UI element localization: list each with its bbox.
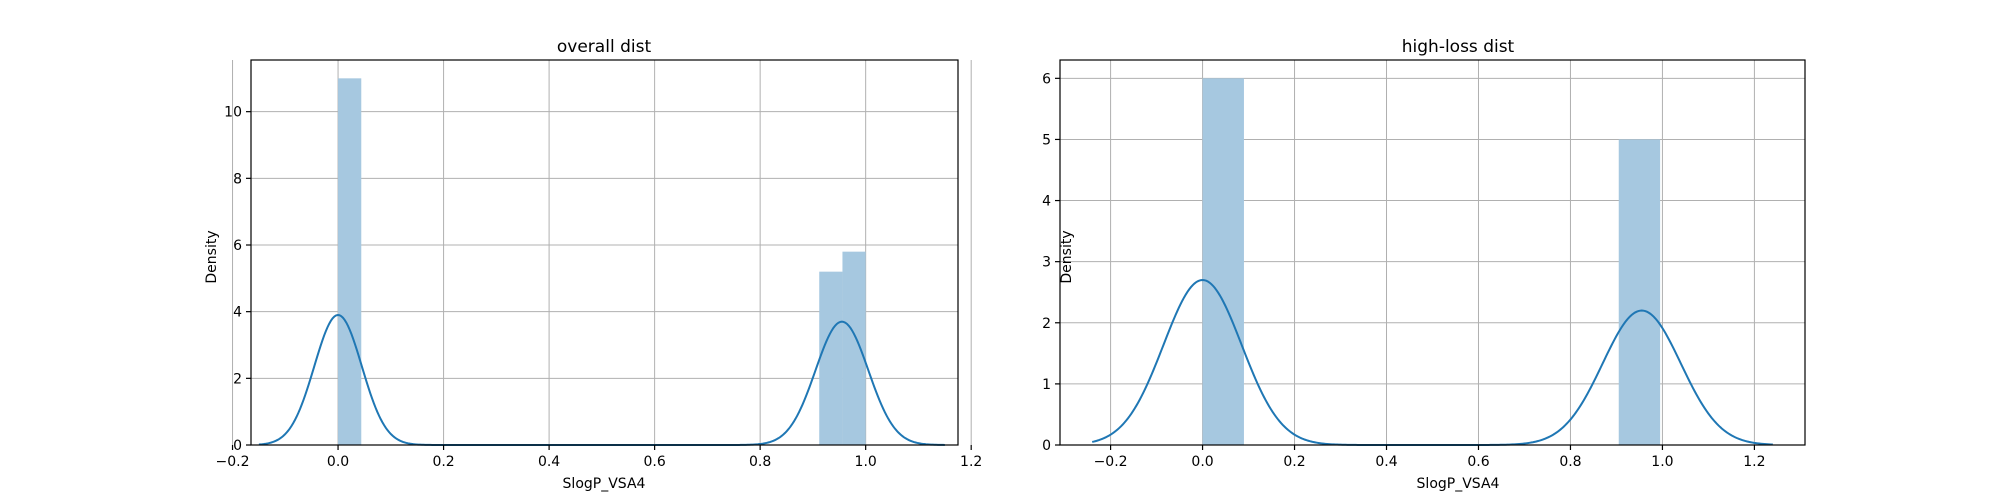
x-axis-label: SlogP_VSA4 [1417,476,1500,492]
histogram-bar [1618,139,1661,445]
x-tick-label: 1.0 [1651,454,1673,470]
x-tick-label: 1.2 [1743,454,1765,470]
x-tick-label: 0.4 [538,454,560,470]
y-tick-label: 1 [1042,377,1051,393]
y-tick-label: 0 [1042,438,1051,454]
y-axis-label: Density [204,230,220,283]
x-tick-label: 1.2 [960,454,982,470]
y-tick-label: 2 [233,371,242,387]
y-tick-label: 4 [1042,194,1051,210]
x-tick-label: 0.8 [1559,454,1581,470]
x-tick-label: 0.0 [1191,454,1213,470]
x-tick-label: 0.8 [749,454,771,470]
y-tick-label: 6 [233,238,242,254]
x-tick-label: 0.0 [327,454,349,470]
y-tick-label: 6 [1042,71,1051,87]
kde-line [1091,278,1773,446]
y-tick-label: 5 [1042,132,1051,148]
x-tick-label: 0.2 [1283,454,1305,470]
y-axis-label: Density [1059,230,1075,283]
chart-title: overall dist [557,37,652,57]
x-tick-label: −0.2 [1094,454,1128,470]
plot-frame [1059,59,1806,446]
y-tick-label: 2 [1042,316,1051,332]
y-tick-label: 10 [224,105,242,121]
histogram-bar [819,271,843,445]
y-tick-label: 0 [233,438,242,454]
histogram-bar [842,251,866,445]
overall-dist-panel: overall dist SlogP_VSA4 Density −0.2 0.0 0… [204,37,982,492]
y-tick-label: 8 [233,171,242,187]
histogram-bar [1202,78,1244,445]
histogram-bar [338,78,362,445]
high-loss-dist-panel: high-loss dist SlogP_VSA4 Density −0.2 0.… [1042,37,1806,492]
plot-frame [250,59,959,446]
x-tick-label: 0.6 [1467,454,1489,470]
x-tick-label: 0.6 [643,454,665,470]
x-tick-label: 0.4 [1375,454,1397,470]
y-tick-label: 3 [1042,255,1051,271]
y-tick-label: 4 [233,305,242,321]
x-tick-label: 0.2 [432,454,454,470]
x-tick-label: 1.0 [855,454,877,470]
chart-title: high-loss dist [1402,37,1515,57]
x-axis-label: SlogP_VSA4 [563,476,646,492]
x-tick-label: −0.2 [216,454,250,470]
